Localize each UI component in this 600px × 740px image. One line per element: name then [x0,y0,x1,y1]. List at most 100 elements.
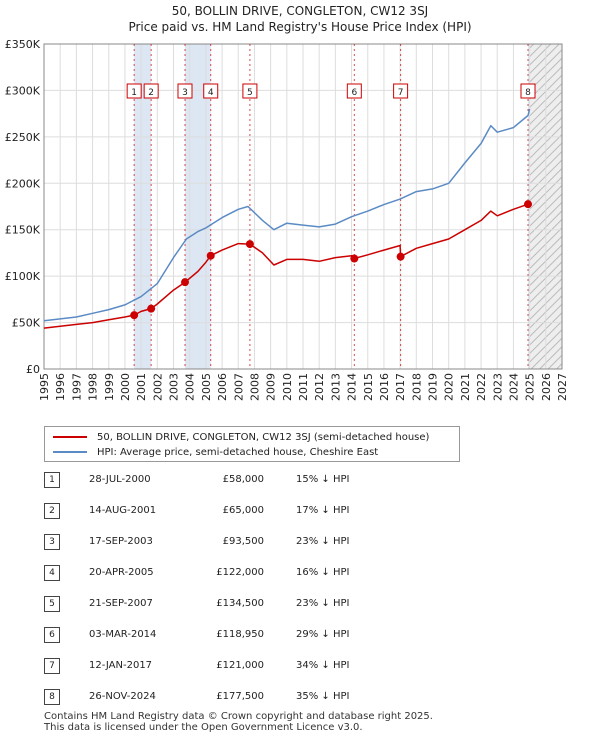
sale-point [396,252,405,261]
sale-date: 03-MAR-2014 [89,629,157,640]
x-tick-label: 1997 [70,373,83,401]
sale-number-box [177,83,193,99]
sale-hpi-diff: 23% ↓ HPI [296,536,350,547]
sale-point [245,240,254,249]
sale-point [180,278,189,287]
sale-row: 7 12-JAN-2017 £121,000 34% ↓ HPI [44,658,464,676]
x-tick-label: 2012 [313,373,326,401]
sale-price: £118,950 [216,629,264,640]
sale-date: 17-SEP-2003 [89,536,153,547]
sale-point [524,200,533,209]
legend-swatch-hpi [53,451,87,453]
sale-point [206,251,215,260]
x-tick-label: 2009 [265,373,278,401]
sale-number-badge: 5 [44,596,60,612]
y-tick-label: £0 [26,363,40,376]
sale-number-box [393,83,409,99]
sale-row: 4 20-APR-2005 £122,000 16% ↓ HPI [44,565,464,583]
sale-number-label: 5 [247,88,253,98]
sale-number-label: 2 [148,88,154,98]
x-tick-label: 2021 [459,373,472,401]
sale-price: £134,500 [216,598,264,609]
sale-date: 14-AUG-2001 [89,505,157,516]
y-tick-label: £300K [5,84,41,97]
y-tick-label: £100K [5,270,41,283]
y-tick-label: £350K [5,38,41,51]
sale-number-badge: 2 [44,503,60,519]
x-tick-label: 2018 [410,373,423,401]
sale-span-band [134,44,152,369]
sale-row: 1 28-JUL-2000 £58,000 15% ↓ HPI [44,472,464,490]
sale-point [147,304,156,313]
price-chart: £0 £50K £100K £150K £200K £250K £300K £350K 1995… [5,38,569,401]
x-tick-label: 2006 [216,373,229,401]
sale-number-label: 6 [351,88,357,98]
x-tick-label: 2020 [443,373,456,401]
sale-date: 28-JUL-2000 [89,474,151,485]
plot-frame [43,43,563,370]
sale-date: 12-JAN-2017 [89,660,153,671]
hpi-series-line [43,108,531,322]
sale-price: £65,000 [222,505,264,516]
sale-hpi-diff: 23% ↓ HPI [296,598,350,609]
footer-attribution: Contains HM Land Registry data © Crown c… [44,711,433,733]
x-tick-label: 2027 [556,373,569,401]
sale-row: 8 26-NOV-2024 £177,500 35% ↓ HPI [44,689,464,707]
chart-subtitle: Price paid vs. HM Land Registry's House … [128,20,472,34]
sale-hpi-diff: 35% ↓ HPI [296,691,350,702]
x-tick-label: 2026 [540,373,553,401]
legend: 50, BOLLIN DRIVE, CONGLETON, CW12 3SJ (s… [44,426,460,462]
sale-price: £93,500 [222,536,264,547]
sale-number-box [143,83,159,99]
x-tick-label: 2007 [232,373,245,401]
x-tick-label: 2013 [329,373,342,401]
sale-date: 26-NOV-2024 [89,691,156,702]
sale-number-label: 7 [398,88,404,98]
x-tick-label: 1996 [54,373,67,401]
x-tick-label: 2022 [475,373,488,401]
x-tick-label: 2008 [248,373,261,401]
x-tick-label: 2001 [135,373,148,401]
sale-row: 3 17-SEP-2003 £93,500 23% ↓ HPI [44,534,464,552]
x-tick-label: 2011 [297,373,310,401]
sale-number-label: 1 [131,88,137,98]
sale-number-label: 8 [525,88,531,98]
sale-number-badge: 8 [44,689,60,705]
sale-number-badge: 1 [44,472,60,488]
footer-line-2: This data is licensed under the Open Gov… [44,722,363,733]
x-tick-label: 2023 [491,373,504,401]
sale-hpi-diff: 15% ↓ HPI [296,474,350,485]
sale-date: 20-APR-2005 [89,567,154,578]
sale-number-box [203,83,219,99]
sale-row: 2 14-AUG-2001 £65,000 17% ↓ HPI [44,503,464,521]
sale-price: £58,000 [222,474,264,485]
x-tick-label: 2002 [151,373,164,401]
legend-label-hpi: HPI: Average price, semi-detached house,… [97,446,379,458]
sale-number-label: 3 [182,88,188,98]
sale-number-badge: 3 [44,534,60,550]
y-tick-label: £250K [5,131,41,144]
sale-point [350,254,359,263]
sale-price: £121,000 [216,660,264,671]
x-tick-label: 2017 [394,373,407,401]
chart-title: 50, BOLLIN DRIVE, CONGLETON, CW12 3SJ [171,4,429,18]
sale-hpi-diff: 34% ↓ HPI [296,660,350,671]
legend-item-hpi: HPI: Average price, semi-detached house,… [53,445,378,459]
x-tick-label: 1995 [38,373,51,401]
sale-hpi-diff: 16% ↓ HPI [296,567,350,578]
sale-date: 21-SEP-2007 [89,598,153,609]
sale-number-label: 4 [208,88,214,98]
sale-price: £122,000 [216,567,264,578]
sale-number-box [126,83,142,99]
legend-item-property: 50, BOLLIN DRIVE, CONGLETON, CW12 3SJ (s… [53,430,429,444]
y-tick-label: £50K [12,317,41,330]
x-tick-label: 2024 [507,373,520,401]
x-tick-label: 1998 [87,373,100,401]
y-tick-label: £200K [5,177,41,190]
x-tick-label: 2005 [200,373,213,401]
sale-number-badge: 6 [44,627,60,643]
sale-hpi-diff: 29% ↓ HPI [296,629,350,640]
sale-row: 6 03-MAR-2014 £118,950 29% ↓ HPI [44,627,464,645]
legend-label-property: 50, BOLLIN DRIVE, CONGLETON, CW12 3SJ (s… [97,431,430,443]
x-tick-label: 2003 [168,373,181,401]
